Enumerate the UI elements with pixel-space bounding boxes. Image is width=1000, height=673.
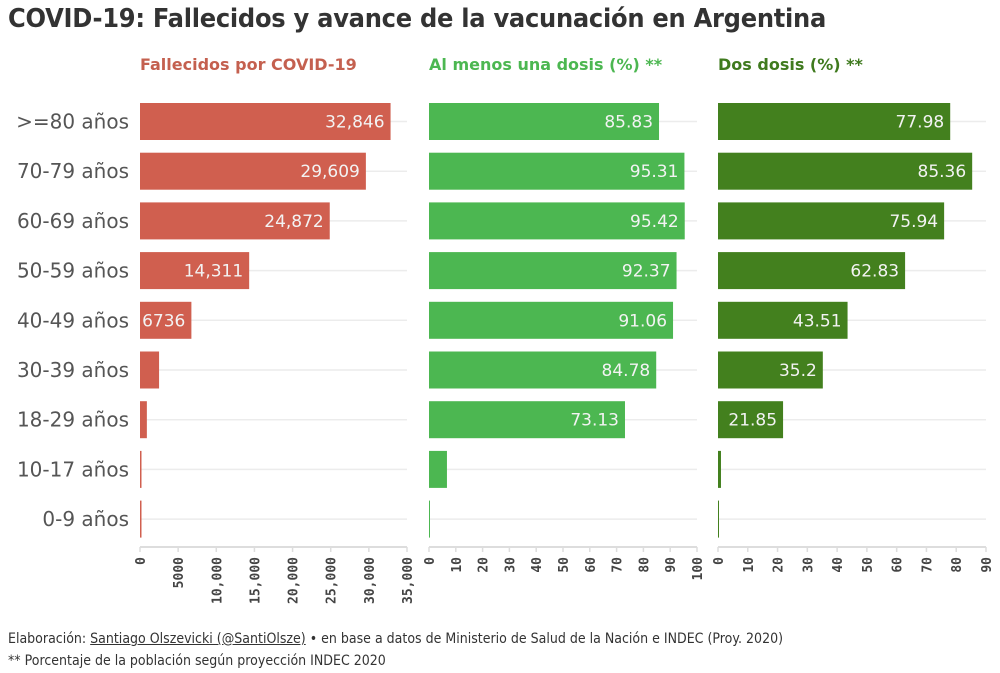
bar-value-label: 95.42 <box>630 212 679 232</box>
x-tick-label: 30 <box>801 557 816 573</box>
bar-value-label: 35.2 <box>779 361 817 381</box>
x-tick-label: 20 <box>477 557 492 573</box>
bar[interactable] <box>429 500 430 538</box>
category-label: 50-59 años <box>17 259 129 283</box>
bar[interactable] <box>718 202 945 240</box>
bar[interactable] <box>718 351 823 389</box>
bar-value-label: 92.37 <box>622 262 671 282</box>
x-tick-label: 80 <box>950 557 965 573</box>
bar-value-label: 85.36 <box>918 162 967 182</box>
bar[interactable] <box>718 103 951 140</box>
bar[interactable] <box>429 152 685 190</box>
bar[interactable] <box>140 500 142 538</box>
bar-value-label: 21.85 <box>728 411 777 431</box>
bar-value-label: 73.13 <box>570 411 619 431</box>
x-tick-label: 30,000 <box>363 557 378 604</box>
bar-value-label: 84.78 <box>602 361 651 381</box>
bar[interactable] <box>140 401 147 439</box>
x-tick-label: 10 <box>742 557 757 573</box>
bar[interactable] <box>429 450 447 488</box>
bar[interactable] <box>140 301 192 339</box>
x-tick-label: 50 <box>557 557 572 573</box>
panel-title: Fallecidos por COVID-19 <box>140 55 357 74</box>
x-tick-label: 90 <box>664 557 679 573</box>
x-tick-label: 10 <box>450 557 465 573</box>
bar[interactable] <box>429 351 657 389</box>
bar[interactable] <box>429 301 674 339</box>
x-tick-label: 0 <box>712 557 727 565</box>
credits-suffix: • en base a datos de Ministerio de Salud… <box>305 631 784 647</box>
bar-value-label: 6736 <box>142 311 185 331</box>
bar[interactable] <box>429 103 660 140</box>
x-tick-label: 20 <box>772 557 787 573</box>
x-tick-label: 35,000 <box>401 557 416 604</box>
bar-value-label: 91.06 <box>618 311 667 331</box>
x-tick-label: 5000 <box>172 557 187 588</box>
x-tick-label: 50 <box>861 557 876 573</box>
x-tick-label: 15,000 <box>248 557 263 604</box>
bar[interactable] <box>429 252 677 290</box>
bar-value-label: 77.98 <box>896 113 945 133</box>
bar-value-label: 75.94 <box>889 212 938 232</box>
category-label: 30-39 años <box>17 358 129 382</box>
bar[interactable] <box>140 252 250 290</box>
category-label: 60-69 años <box>17 209 129 233</box>
category-label: 70-79 años <box>17 159 129 183</box>
footer: Elaboración: Santiago Olszevicki (@Santi… <box>8 628 783 672</box>
x-tick-label: 60 <box>891 557 906 573</box>
x-tick-label: 0 <box>134 557 149 565</box>
bar-value-label: 85.83 <box>604 113 653 133</box>
credits-prefix: Elaboración: <box>8 631 91 647</box>
category-label: >=80 años <box>16 110 129 134</box>
category-label: 40-49 años <box>17 308 129 332</box>
author-link[interactable]: Santiago Olszevicki (@SantiOlsze) <box>90 631 306 647</box>
bar[interactable] <box>718 252 906 290</box>
bar-value-label: 29,609 <box>300 162 359 182</box>
chart-title: COVID-19: Fallecidos y avance de la vacu… <box>8 4 827 34</box>
bar[interactable] <box>718 450 721 488</box>
bar-value-label: 43.51 <box>793 311 842 331</box>
bar-value-label: 32,846 <box>325 113 384 133</box>
category-label: 18-29 años <box>17 408 129 432</box>
panel-title: Al menos una dosis (%) ** <box>429 55 663 74</box>
x-tick-label: 0 <box>423 557 438 565</box>
x-tick-label: 40 <box>530 557 545 573</box>
bar[interactable] <box>429 401 625 439</box>
bar[interactable] <box>140 202 330 240</box>
bar-value-label: 62.83 <box>850 262 899 282</box>
bar[interactable] <box>140 450 142 488</box>
bar[interactable] <box>140 351 160 389</box>
panel-title: Dos dosis (%) ** <box>718 55 864 74</box>
x-tick-label: 60 <box>584 557 599 573</box>
bar[interactable] <box>718 152 973 190</box>
x-tick-label: 25,000 <box>325 557 340 604</box>
footnote: ** Porcentaje de la población según proy… <box>8 653 386 669</box>
x-tick-label: 20,000 <box>287 557 302 604</box>
x-tick-label: 10,000 <box>210 557 225 604</box>
x-tick-label: 70 <box>920 557 935 573</box>
x-tick-label: 100 <box>691 557 706 581</box>
category-label: 10-17 años <box>17 457 129 481</box>
bar[interactable] <box>429 202 685 240</box>
category-label: 0-9 años <box>42 507 129 531</box>
bar[interactable] <box>718 500 719 538</box>
bar[interactable] <box>140 152 366 190</box>
bar-value-label: 95.31 <box>630 162 679 182</box>
x-tick-label: 80 <box>637 557 652 573</box>
bar-value-label: 24,872 <box>264 212 323 232</box>
x-tick-label: 90 <box>980 557 995 573</box>
bar-value-label: 14,311 <box>184 262 243 282</box>
x-tick-label: 30 <box>503 557 518 573</box>
x-tick-label: 40 <box>831 557 846 573</box>
bar[interactable] <box>718 301 848 339</box>
credits-line: Elaboración: Santiago Olszevicki (@Santi… <box>8 628 783 650</box>
bar[interactable] <box>718 401 784 439</box>
bar[interactable] <box>140 103 391 140</box>
x-tick-label: 70 <box>611 557 626 573</box>
